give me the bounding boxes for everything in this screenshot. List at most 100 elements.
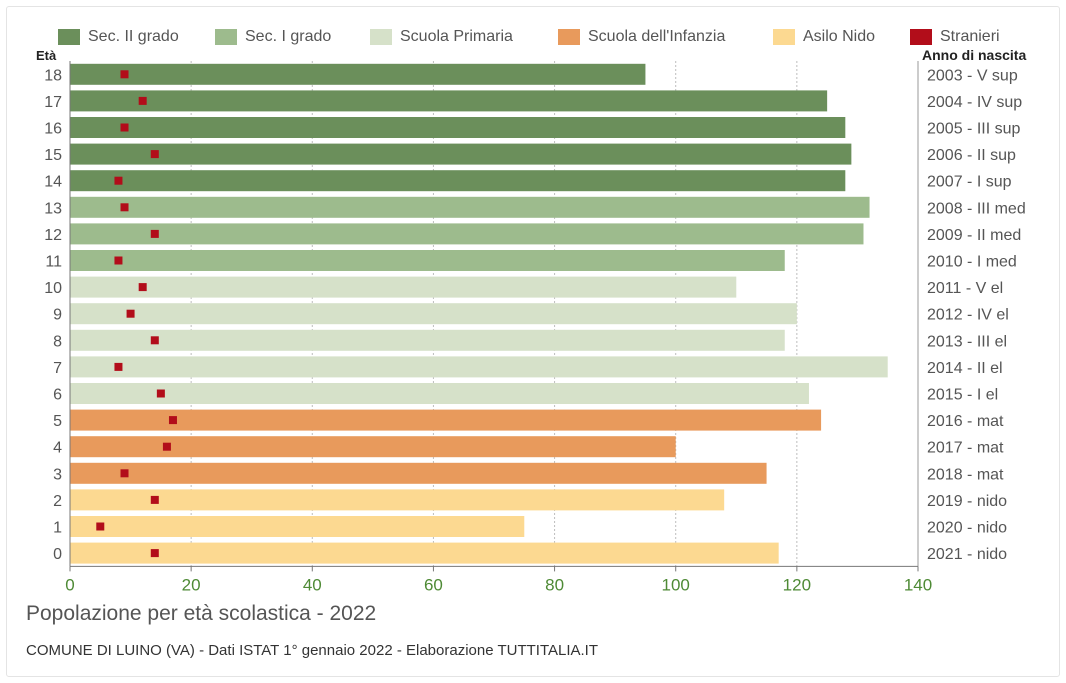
stranieri-marker xyxy=(150,229,159,238)
age-tick-label: 3 xyxy=(53,466,62,483)
age-tick-label: 5 xyxy=(53,413,62,430)
bar xyxy=(70,250,785,271)
bar xyxy=(70,409,822,431)
bar xyxy=(70,542,779,564)
bar xyxy=(70,196,870,218)
bar xyxy=(70,223,864,245)
stranieri-marker xyxy=(120,123,129,132)
bar xyxy=(70,170,846,192)
x-tick-label: 120 xyxy=(783,575,811,594)
y-axis-label-anno: Anno di nascita xyxy=(922,47,1026,63)
birth-year-label: 2006 - II sup xyxy=(927,147,1016,164)
birth-year-label: 2004 - IV sup xyxy=(927,94,1022,111)
birth-year-label: 2007 - I sup xyxy=(927,174,1012,191)
bar xyxy=(70,383,809,404)
bar xyxy=(70,356,888,378)
legend-swatch xyxy=(58,29,80,45)
bars xyxy=(70,63,888,564)
legend-label: Asilo Nido xyxy=(803,28,876,45)
chart-source: COMUNE DI LUINO (VA) - Dati ISTAT 1° gen… xyxy=(26,642,599,659)
stranieri-marker xyxy=(120,469,129,478)
bar xyxy=(70,436,676,458)
bar xyxy=(70,516,525,537)
age-tick-label: 13 xyxy=(44,200,62,217)
age-tick-label: 8 xyxy=(53,333,62,350)
x-tick-label: 20 xyxy=(182,575,201,594)
age-tick-label: 6 xyxy=(53,387,62,404)
birth-year-label: 2016 - mat xyxy=(927,413,1004,430)
age-tick-label: 10 xyxy=(44,280,62,297)
bar xyxy=(70,117,846,138)
birth-year-label: 2018 - mat xyxy=(927,466,1004,483)
legend-swatch xyxy=(215,29,237,45)
birth-year-label: 2005 - III sup xyxy=(927,121,1020,138)
birth-year-label: 2014 - II el xyxy=(927,360,1003,377)
age-tick-label: 7 xyxy=(53,360,62,377)
x-tick-label: 0 xyxy=(65,575,74,594)
stranieri-markers xyxy=(96,70,177,558)
birth-year-label: 2019 - nido xyxy=(927,493,1007,510)
age-tick-label: 9 xyxy=(53,307,62,324)
bar xyxy=(70,143,852,165)
x-tick-label: 60 xyxy=(424,575,443,594)
legend-label: Sec. I grado xyxy=(245,28,332,45)
birth-year-label: 2013 - III el xyxy=(927,333,1007,350)
legend-label: Stranieri xyxy=(940,28,1000,45)
age-tick-label: 17 xyxy=(44,94,62,111)
bar xyxy=(70,63,646,85)
birth-year-label: 2009 - II med xyxy=(927,227,1021,244)
age-tick-label: 12 xyxy=(44,227,62,244)
x-tick-label: 140 xyxy=(904,575,932,594)
legend-swatch xyxy=(773,29,795,45)
x-tick-label: 40 xyxy=(303,575,322,594)
y-axis-label-eta: Età xyxy=(36,48,57,63)
legend-swatch xyxy=(558,29,580,45)
age-tick-label: 14 xyxy=(44,174,62,191)
legend-item: Scuola dell'Infanzia xyxy=(558,26,725,48)
birth-year-label: 2017 - mat xyxy=(927,440,1004,457)
legend-label: Scuola Primaria xyxy=(400,28,513,45)
stranieri-marker xyxy=(150,150,159,159)
stranieri-marker xyxy=(150,495,159,504)
x-tick-label: 80 xyxy=(545,575,564,594)
birth-year-label: 2010 - I med xyxy=(927,254,1017,271)
birth-year-label: 2015 - I el xyxy=(927,387,998,404)
stranieri-marker xyxy=(168,416,177,425)
legend-item: Stranieri xyxy=(910,26,1000,48)
bar xyxy=(70,90,828,112)
age-tick-label: 11 xyxy=(45,254,62,271)
birth-year-label: 2020 - nido xyxy=(927,520,1007,537)
birth-year-label: 2008 - III med xyxy=(927,200,1026,217)
stranieri-marker xyxy=(150,336,159,345)
bar xyxy=(70,462,767,484)
age-tick-label: 15 xyxy=(44,147,62,164)
birth-year-label: 2003 - V sup xyxy=(927,67,1018,84)
age-tick-label: 4 xyxy=(53,440,62,457)
stranieri-marker xyxy=(96,522,105,531)
birth-year-label: 2011 - V el xyxy=(927,280,1003,297)
legend-item: Asilo Nido xyxy=(773,26,875,48)
stranieri-marker xyxy=(138,96,147,105)
bar xyxy=(70,489,725,511)
legend-item: Sec. II grado xyxy=(58,26,179,48)
age-tick-label: 0 xyxy=(53,546,62,563)
birth-year-label: 2021 - nido xyxy=(927,546,1007,563)
stranieri-marker xyxy=(126,309,135,318)
bar xyxy=(70,329,785,351)
stranieri-marker xyxy=(156,389,165,398)
stranieri-marker xyxy=(150,549,159,558)
legend-item: Sec. I grado xyxy=(215,26,331,48)
age-tick-label: 2 xyxy=(53,493,62,510)
legend-item: Scuola Primaria xyxy=(370,26,513,48)
stranieri-marker xyxy=(114,362,123,371)
stranieri-marker xyxy=(138,283,147,292)
birth-year-label: 2012 - IV el xyxy=(927,307,1009,324)
stranieri-marker xyxy=(114,176,123,185)
stranieri-marker xyxy=(120,203,129,212)
age-tick-label: 1 xyxy=(53,520,62,537)
chart-title: Popolazione per età scolastica - 2022 xyxy=(26,602,377,625)
legend-swatch xyxy=(910,29,932,45)
bar xyxy=(70,276,737,298)
